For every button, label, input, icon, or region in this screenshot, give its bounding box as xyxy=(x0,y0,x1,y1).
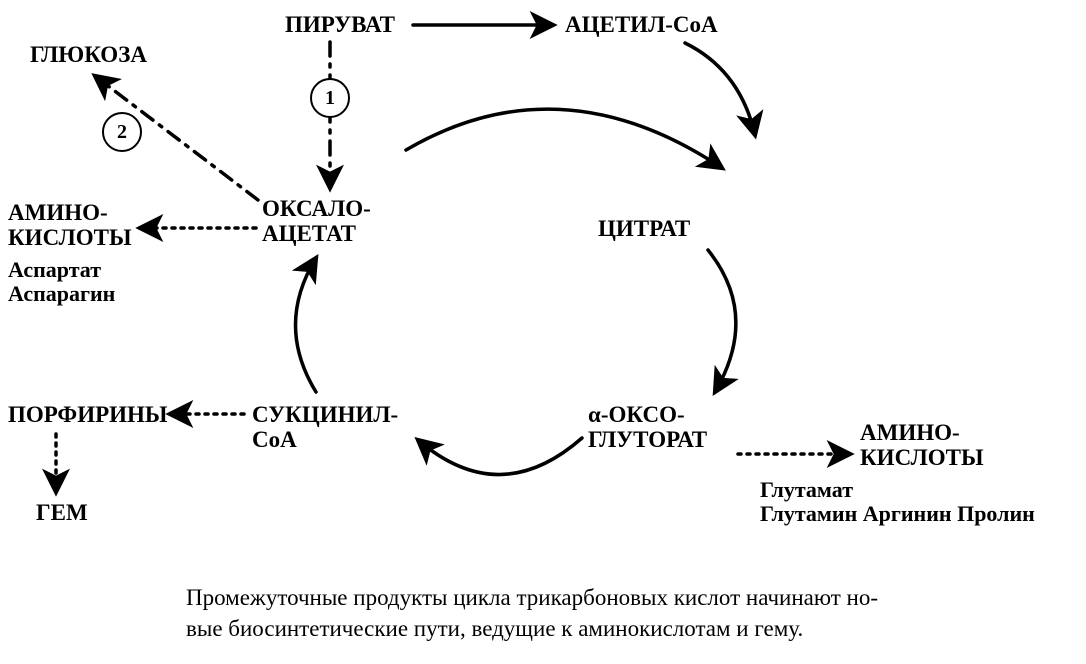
figure-caption: Промежуточные продукты цикла трикарбонов… xyxy=(186,582,878,644)
marker-2-text: 2 xyxy=(117,121,127,144)
marker-1: 1 xyxy=(310,78,350,118)
node-amino-right: АМИНО- КИСЛОТЫ xyxy=(860,420,984,471)
marker-1-text: 1 xyxy=(325,87,335,110)
node-oxaloacetate: ОКСАЛО- АЦЕТАТ xyxy=(262,196,371,247)
node-amino-left-sub: Аспартат Аспарагин xyxy=(8,258,115,306)
edge-cycle-top-right xyxy=(406,109,722,168)
node-succinyl: СУКЦИНИЛ- СоА xyxy=(252,402,398,453)
edge-cycle-left xyxy=(296,258,317,392)
node-oxoglutarate: α-ОКСО- ГЛУТОРАТ xyxy=(588,402,707,453)
node-glucose: ГЛЮКОЗА xyxy=(30,42,147,67)
edge-cycle-bottom xyxy=(418,438,582,475)
node-acetylcoa: АЦЕТИЛ-СоА xyxy=(565,12,718,37)
node-porphyrins: ПОРФИРИНЫ xyxy=(8,402,168,427)
node-heme: ГЕМ xyxy=(36,500,88,525)
node-amino-right-sub: Глутамат Глутамин Аргинин Пролин xyxy=(760,478,1035,526)
edge-layer xyxy=(0,0,1086,664)
edge-cycle-right xyxy=(708,250,736,392)
node-amino-left: АМИНО- КИСЛОТЫ xyxy=(8,200,132,251)
node-citrate: ЦИТРАТ xyxy=(598,216,690,241)
node-pyruvate: ПИРУВАТ xyxy=(285,12,395,37)
diagram-canvas: 1 2 ПИРУВАТ АЦЕТИЛ-СоА ГЛЮКОЗА АМИНО- КИ… xyxy=(0,0,1086,664)
edge-acetyl-to-cycle xyxy=(685,43,755,135)
marker-2: 2 xyxy=(102,112,142,152)
